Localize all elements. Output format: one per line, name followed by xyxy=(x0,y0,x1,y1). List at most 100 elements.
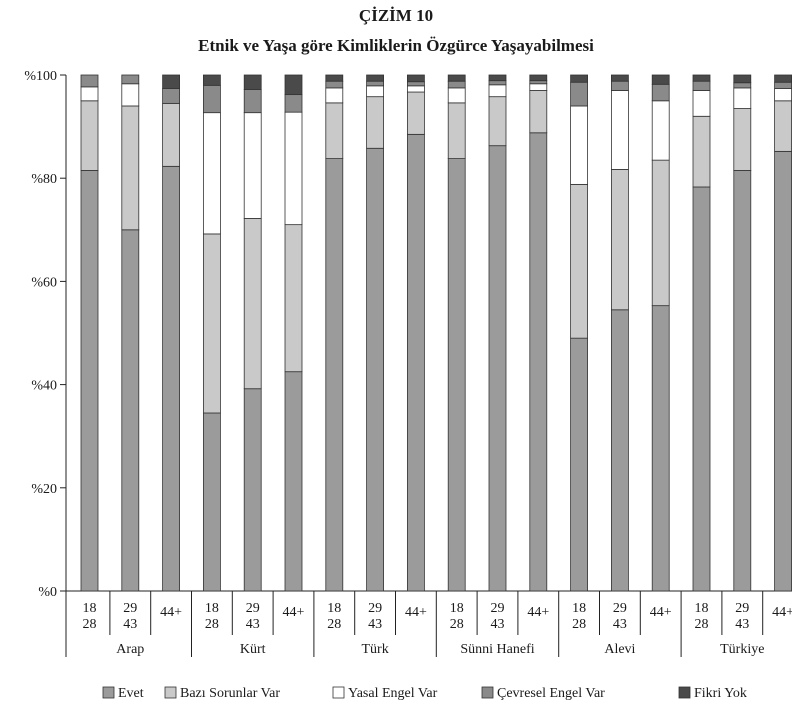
bar-segment xyxy=(406,133,425,592)
legend-swatch xyxy=(332,686,345,699)
bar-stack xyxy=(692,74,711,592)
bar-segment xyxy=(162,74,181,89)
y-axis: %0 %20 %40 %60 %80 %100 xyxy=(24,69,792,657)
group-label: Sünni Hanefi xyxy=(460,642,534,657)
x-category-label: 18 xyxy=(327,601,341,616)
bar-segment xyxy=(366,85,385,98)
y-tick-label: %60 xyxy=(31,275,57,290)
bar-segment xyxy=(162,88,181,104)
bar-stack xyxy=(529,74,548,592)
bar-segment xyxy=(570,337,588,592)
x-category-label: 44+ xyxy=(160,605,182,620)
bar-segment xyxy=(162,165,181,592)
bar-segment xyxy=(733,74,752,84)
x-category-label: 29 xyxy=(613,601,627,616)
bar-segment xyxy=(611,309,629,592)
bar-stack xyxy=(447,74,466,592)
bar-segment xyxy=(447,74,466,82)
x-category-label: 28 xyxy=(205,617,219,632)
bar-stack xyxy=(733,74,752,592)
legend-item: Yasal Engel Var xyxy=(332,686,438,701)
bar-stack xyxy=(243,74,262,592)
bar-stack xyxy=(202,74,221,592)
y-tick-label: %80 xyxy=(31,172,57,187)
x-category-label: 43 xyxy=(123,617,137,632)
x-category-label: 44+ xyxy=(772,605,792,620)
bar-segment xyxy=(366,80,385,87)
bar-segment xyxy=(651,159,670,307)
bar-stack xyxy=(284,74,303,592)
group-label: Türk xyxy=(361,642,388,657)
bar-segment xyxy=(406,81,425,87)
x-category-label: 44+ xyxy=(405,605,427,620)
bar-segment xyxy=(570,81,588,107)
x-category-label: 29 xyxy=(735,601,749,616)
bar-segment xyxy=(488,80,507,86)
legend-item: Çevresel Engel Var xyxy=(481,686,605,701)
bar-segment xyxy=(80,74,99,88)
x-category-label: 29 xyxy=(246,601,260,616)
bar-segment xyxy=(121,105,140,231)
bar-stack xyxy=(366,74,385,592)
bar-segment xyxy=(692,90,711,117)
bar-segment xyxy=(774,74,792,83)
bar-stack xyxy=(325,74,344,592)
group-label: Türkiye xyxy=(720,642,764,657)
legend-label: Evet xyxy=(118,686,144,701)
bar-segment xyxy=(651,305,670,592)
bar-segment xyxy=(447,80,466,89)
bar-segment xyxy=(651,83,670,102)
bar-segment xyxy=(325,80,344,89)
bar-segment xyxy=(488,74,507,82)
bar-segment xyxy=(121,74,140,85)
bar-stack xyxy=(488,74,507,592)
bar-stack xyxy=(651,74,670,592)
bar-segment xyxy=(202,412,221,592)
group-label: Kürt xyxy=(240,642,266,657)
bar-stack xyxy=(406,74,425,592)
bar-stack xyxy=(774,74,792,592)
bars-area xyxy=(80,74,792,592)
bar-segment xyxy=(325,158,344,592)
bar-segment xyxy=(243,112,262,219)
legend: Evet Bazı Sorunlar Var Yasal Engel Var Çevr… xyxy=(102,686,747,701)
bar-segment xyxy=(611,74,629,82)
bar-segment xyxy=(284,111,303,226)
chart-title: ÇİZİM 10 xyxy=(359,6,433,25)
x-category-label: 29 xyxy=(368,601,382,616)
x-category-label: 43 xyxy=(491,617,505,632)
bar-segment xyxy=(447,158,466,592)
bar-stack xyxy=(570,74,588,592)
x-category-label: 18 xyxy=(83,601,97,616)
bar-segment xyxy=(570,105,588,185)
x-category-label: 28 xyxy=(450,617,464,632)
legend-item: Bazı Sorunlar Var xyxy=(164,686,280,701)
bar-segment xyxy=(529,132,548,592)
bar-segment xyxy=(651,74,670,85)
bar-segment xyxy=(243,388,262,592)
bar-segment xyxy=(774,150,792,592)
legend-swatch xyxy=(678,686,691,699)
x-category-label: 29 xyxy=(123,601,137,616)
bar-segment xyxy=(692,115,711,188)
bar-segment xyxy=(121,229,140,592)
bar-segment xyxy=(774,81,792,89)
bar-segment xyxy=(529,74,548,82)
bar-segment xyxy=(529,83,548,91)
bar-segment xyxy=(692,74,711,82)
bar-segment xyxy=(774,88,792,102)
bar-segment xyxy=(651,100,670,161)
x-category-label: 18 xyxy=(205,601,219,616)
group-label: Alevi xyxy=(604,642,635,657)
bar-segment xyxy=(80,86,99,102)
bar-segment xyxy=(733,170,752,592)
chart-subtitle: Etnik ve Yaşa göre Kimliklerin Özgürce Y… xyxy=(198,36,594,55)
bar-segment xyxy=(447,87,466,104)
bar-segment xyxy=(243,89,262,114)
group-label: Arap xyxy=(116,642,144,657)
bar-segment xyxy=(611,169,629,311)
bar-segment xyxy=(733,82,752,89)
legend-label: Bazı Sorunlar Var xyxy=(180,686,280,701)
bar-segment xyxy=(284,224,303,373)
bar-segment xyxy=(733,87,752,109)
